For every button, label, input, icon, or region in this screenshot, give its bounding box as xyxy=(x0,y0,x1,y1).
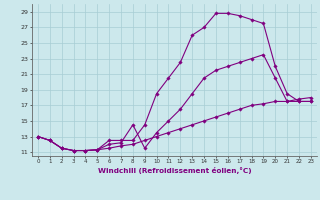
X-axis label: Windchill (Refroidissement éolien,°C): Windchill (Refroidissement éolien,°C) xyxy=(98,167,251,174)
